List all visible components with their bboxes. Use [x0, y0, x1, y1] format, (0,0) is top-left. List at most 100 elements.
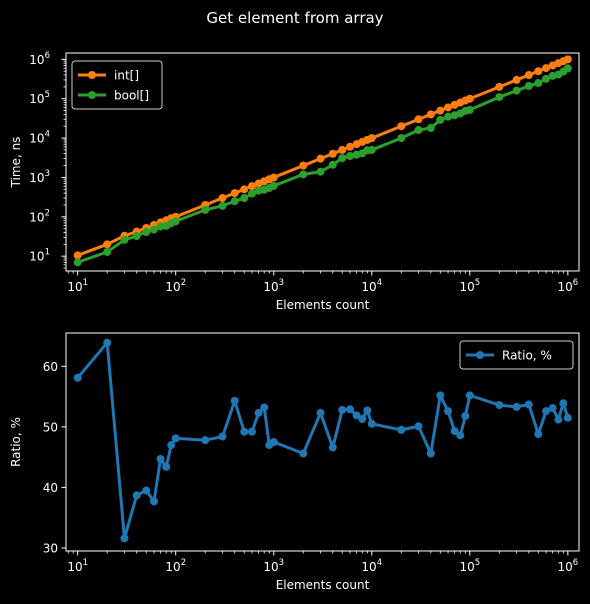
- data-point: [346, 142, 355, 151]
- y-tick-exponent: 1: [45, 248, 50, 258]
- data-point: [542, 407, 551, 416]
- x-tick-exponent: 2: [181, 558, 186, 568]
- data-point: [247, 189, 256, 198]
- data-point: [495, 82, 504, 91]
- legend-marker: [88, 91, 96, 99]
- legend-marker: [476, 351, 484, 359]
- data-point: [559, 399, 568, 408]
- data-point: [426, 110, 435, 119]
- data-point: [436, 106, 445, 115]
- data-point: [338, 145, 347, 154]
- data-point: [120, 534, 129, 543]
- data-point: [436, 115, 445, 124]
- y-tick-exponent: 3: [45, 169, 50, 179]
- data-point: [247, 182, 256, 191]
- data-point: [201, 436, 210, 445]
- data-point: [534, 67, 543, 76]
- y-tick-label: 30: [43, 541, 58, 555]
- data-point: [149, 497, 158, 506]
- data-point: [142, 228, 151, 237]
- axes-frame: [65, 332, 580, 552]
- data-point: [524, 71, 533, 80]
- data-point: [461, 411, 470, 420]
- data-point: [299, 449, 308, 458]
- data-point: [338, 154, 347, 163]
- data-point: [171, 217, 180, 226]
- x-axis-label: Elements count: [276, 298, 370, 312]
- x-tick-exponent: 3: [279, 278, 284, 288]
- x-tick-exponent: 6: [573, 558, 578, 568]
- data-point: [218, 432, 227, 441]
- y-tick-exponent: 6: [45, 51, 50, 61]
- data-point: [201, 205, 210, 214]
- data-point: [156, 454, 165, 463]
- y-tick-exponent: 5: [45, 90, 50, 100]
- x-tick-exponent: 5: [475, 278, 480, 288]
- data-point: [363, 406, 372, 415]
- data-point: [414, 422, 423, 431]
- axes-frame: [65, 52, 580, 272]
- data-point: [397, 134, 406, 143]
- data-point: [346, 152, 355, 161]
- data-point: [132, 232, 141, 241]
- data-point: [299, 170, 308, 179]
- data-point: [495, 401, 504, 410]
- data-point: [230, 396, 239, 405]
- legend-label: bool[]: [114, 89, 149, 103]
- data-point: [456, 431, 465, 440]
- legend: int[] bool[]: [71, 60, 163, 110]
- data-point: [167, 441, 176, 450]
- x-tick-exponent: 6: [573, 278, 578, 288]
- data-point: [554, 415, 563, 424]
- data-point: [120, 235, 129, 244]
- data-point: [103, 338, 112, 347]
- data-point: [247, 427, 256, 436]
- data-point: [542, 74, 551, 83]
- data-point: [367, 145, 376, 154]
- x-tick-exponent: 5: [475, 558, 480, 568]
- data-point: [358, 414, 367, 423]
- data-point: [328, 443, 337, 452]
- x-tick-exponent: 4: [377, 558, 382, 568]
- data-point: [132, 491, 141, 500]
- x-tick-exponent: 3: [279, 558, 284, 568]
- y-axis-label: Ratio, %: [9, 417, 23, 467]
- data-point: [426, 449, 435, 458]
- data-point: [367, 134, 376, 143]
- data-point: [450, 427, 459, 436]
- time-chart: 101 102 103 104 105 106101102103104105106Elem…: [9, 51, 580, 312]
- data-point: [328, 160, 337, 169]
- data-point: [534, 430, 543, 439]
- data-point: [414, 115, 423, 124]
- data-point: [162, 462, 171, 471]
- data-point: [240, 427, 249, 436]
- data-point: [495, 93, 504, 102]
- data-point: [254, 408, 263, 417]
- x-tick-exponent: 2: [181, 278, 186, 288]
- data-point: [512, 402, 521, 411]
- data-point: [563, 64, 572, 73]
- data-point: [149, 225, 158, 234]
- legend-marker: [88, 71, 96, 79]
- data-point: [218, 201, 227, 210]
- x-tick-exponent: 1: [83, 558, 88, 568]
- data-point: [444, 112, 453, 121]
- data-point: [524, 82, 533, 91]
- data-point: [260, 403, 269, 412]
- y-tick-exponent: 2: [45, 208, 50, 218]
- legend: Ratio, %: [459, 340, 574, 370]
- y-tick-exponent: 4: [45, 130, 50, 140]
- x-axis-label: Elements count: [276, 578, 370, 592]
- data-point: [299, 161, 308, 170]
- data-point: [240, 185, 249, 194]
- data-point: [269, 173, 278, 182]
- data-point: [367, 419, 376, 428]
- data-point: [338, 405, 347, 414]
- y-tick-label: 60: [43, 360, 58, 374]
- data-point: [240, 194, 249, 203]
- data-point: [142, 486, 151, 495]
- legend-box: [459, 340, 574, 370]
- data-point: [316, 154, 325, 163]
- data-point: [346, 405, 355, 414]
- data-point: [328, 149, 337, 158]
